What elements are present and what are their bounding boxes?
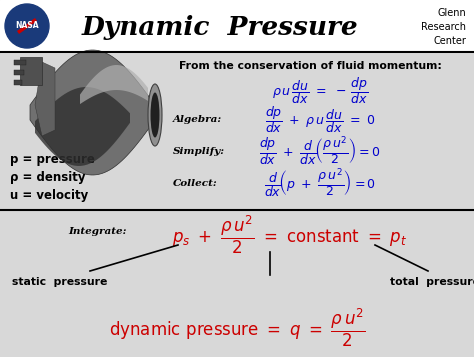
- Text: $p_s\ +\ \dfrac{\rho\,u^2}{2}\ =\ \mathrm{constant}\ =\ p_t$: $p_s\ +\ \dfrac{\rho\,u^2}{2}\ =\ \mathr…: [173, 214, 408, 256]
- Text: Simplify:: Simplify:: [173, 146, 225, 156]
- Polygon shape: [35, 87, 130, 166]
- Text: From the conservation of fluid momentum:: From the conservation of fluid momentum:: [179, 61, 441, 71]
- Bar: [20, 57, 42, 85]
- Text: Glenn
Research
Center: Glenn Research Center: [421, 8, 466, 46]
- Text: ρ = density: ρ = density: [10, 171, 85, 185]
- Text: Integrate:: Integrate:: [68, 226, 127, 236]
- Text: Dynamic  Pressure: Dynamic Pressure: [82, 15, 358, 40]
- Text: NASA: NASA: [15, 21, 39, 30]
- Bar: [14, 80, 22, 85]
- Text: $\mathrm{dynamic\ pressure}\ =\ q\ =\ \dfrac{\rho\,u^2}{2}$: $\mathrm{dynamic\ pressure}\ =\ q\ =\ \d…: [109, 307, 365, 349]
- Bar: [14, 60, 26, 65]
- Text: p = pressure: p = pressure: [10, 154, 95, 166]
- Polygon shape: [35, 62, 55, 136]
- Bar: [0, 52, 474, 357]
- Text: $\dfrac{dp}{dx}\ +\ \rho\,u\,\dfrac{du}{dx}\ =\ 0$: $\dfrac{dp}{dx}\ +\ \rho\,u\,\dfrac{du}{…: [264, 105, 375, 135]
- Text: static  pressure: static pressure: [12, 277, 108, 287]
- Polygon shape: [17, 18, 37, 34]
- Bar: [14, 70, 24, 75]
- Ellipse shape: [151, 92, 159, 137]
- Text: total  pressure: total pressure: [390, 277, 474, 287]
- Text: $\rho\,u\,\dfrac{du}{dx}\ =\ -\,\dfrac{dp}{dx}$: $\rho\,u\,\dfrac{du}{dx}\ =\ -\,\dfrac{d…: [272, 76, 368, 106]
- Ellipse shape: [148, 84, 162, 146]
- Polygon shape: [30, 50, 155, 175]
- Text: u = velocity: u = velocity: [10, 190, 88, 202]
- Text: Algebra:: Algebra:: [173, 116, 222, 125]
- Polygon shape: [80, 65, 148, 104]
- Text: $\dfrac{d}{dx}\!\left(p\ +\ \dfrac{\rho\,u^2}{2}\right)=0$: $\dfrac{d}{dx}\!\left(p\ +\ \dfrac{\rho\…: [264, 166, 376, 200]
- Bar: [0, 0, 474, 52]
- Circle shape: [5, 4, 49, 48]
- Text: $\dfrac{dp}{dx}\ +\ \dfrac{d}{dx}\!\left(\dfrac{\rho\,u^2}{2}\right)=0$: $\dfrac{dp}{dx}\ +\ \dfrac{d}{dx}\!\left…: [259, 134, 381, 168]
- Text: Collect:: Collect:: [173, 178, 218, 187]
